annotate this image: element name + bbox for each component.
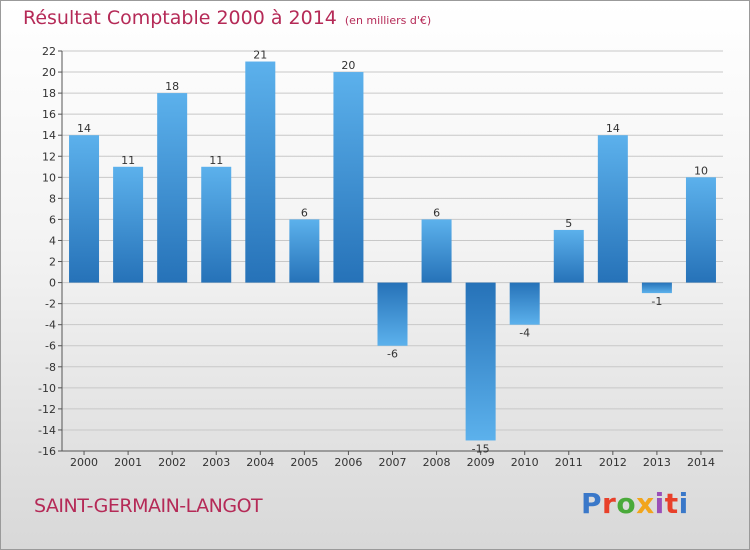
y-tick-label: -4 <box>45 319 56 332</box>
axes: 2220181614121086420-2-4-6-8-10-12-14-162… <box>38 45 723 469</box>
x-tick-label: 2013 <box>643 456 671 469</box>
y-tick-label: 10 <box>42 171 56 184</box>
proxiti-logo: Proxiti <box>581 487 689 520</box>
logo-letter: i <box>654 487 665 520</box>
bar-2004 <box>245 61 276 283</box>
x-tick-label: 2004 <box>246 456 274 469</box>
data-label: 14 <box>77 122 91 135</box>
data-label: 10 <box>694 164 708 177</box>
y-tick-label: -6 <box>45 340 56 353</box>
data-label: -4 <box>519 327 530 340</box>
logo-letter: r <box>602 487 617 520</box>
chart-title: Résultat Comptable 2000 à 2014 (en millie… <box>23 7 431 29</box>
bar-2006 <box>333 72 364 283</box>
data-label: 18 <box>165 80 179 93</box>
bar-2005 <box>289 219 320 283</box>
x-tick-label: 2006 <box>334 456 362 469</box>
logo-letter: o <box>616 487 637 520</box>
data-labels: 14 11 18 11 21 6 20 -6 6 -15 -4 5 14 -1 10 <box>77 49 708 456</box>
y-tick-label: 6 <box>49 213 56 226</box>
bar-2002 <box>157 93 188 283</box>
y-tick-label: 18 <box>42 87 56 100</box>
bar-2007 <box>377 282 408 346</box>
x-tick-label: 2011 <box>555 456 583 469</box>
y-tick-label: 22 <box>42 45 56 58</box>
logo-letter: i <box>678 487 689 520</box>
x-tick-label: 2005 <box>290 456 318 469</box>
data-label: 5 <box>565 217 572 230</box>
data-label: 11 <box>121 154 135 167</box>
x-tick-label: 2010 <box>511 456 539 469</box>
y-tick-label: 14 <box>42 129 56 142</box>
y-tick-label: 4 <box>49 234 56 247</box>
y-tick-label: -12 <box>38 403 56 416</box>
logo-letter: P <box>581 487 603 520</box>
data-label: -1 <box>651 295 662 308</box>
town-name: SAINT-GERMAIN-LANGOT <box>34 495 263 517</box>
logo-letter: t <box>664 487 679 520</box>
data-label: 6 <box>301 206 308 219</box>
y-tick-label: -14 <box>38 424 56 437</box>
x-tick-label: 2000 <box>70 456 98 469</box>
bar-2009 <box>465 282 496 441</box>
bar-2014 <box>685 177 716 283</box>
x-tick-label: 2002 <box>158 456 186 469</box>
x-tick-label: 2008 <box>423 456 451 469</box>
data-label: 14 <box>606 122 620 135</box>
data-label: -6 <box>387 348 398 361</box>
y-tick-label: -2 <box>45 298 56 311</box>
data-label: 21 <box>253 49 267 62</box>
bar-2012 <box>597 135 628 283</box>
data-label: 6 <box>433 206 440 219</box>
bars <box>69 61 716 441</box>
data-label: 11 <box>209 154 223 167</box>
bar-2008 <box>421 219 452 283</box>
y-tick-label: 16 <box>42 108 56 121</box>
y-tick-label: 0 <box>49 277 56 290</box>
bar-2000 <box>69 135 100 283</box>
bar-2010 <box>509 282 540 325</box>
y-tick-label: -10 <box>38 382 56 395</box>
bar-2001 <box>113 166 144 283</box>
x-tick-label: 2009 <box>467 456 495 469</box>
bar-2003 <box>201 166 232 283</box>
chart-title-text: Résultat Comptable 2000 à 2014 <box>23 7 337 29</box>
data-label: -15 <box>472 442 490 455</box>
x-tick-label: 2014 <box>687 456 715 469</box>
y-tick-label: 12 <box>42 150 56 163</box>
bar-2013 <box>641 282 672 294</box>
x-tick-label: 2003 <box>202 456 230 469</box>
x-tick-label: 2007 <box>379 456 407 469</box>
x-tick-label: 2001 <box>114 456 142 469</box>
y-tick-label: -16 <box>38 445 56 458</box>
x-tick-label: 2012 <box>599 456 627 469</box>
y-tick-label: 2 <box>49 256 56 269</box>
logo-letter: x <box>636 487 655 520</box>
chart-subtitle: (en milliers d'€) <box>344 14 432 27</box>
bar-2011 <box>553 229 584 283</box>
y-tick-label: -8 <box>45 361 56 374</box>
data-label: 20 <box>341 59 355 72</box>
y-tick-label: 20 <box>42 66 56 79</box>
y-tick-label: 8 <box>49 192 56 205</box>
